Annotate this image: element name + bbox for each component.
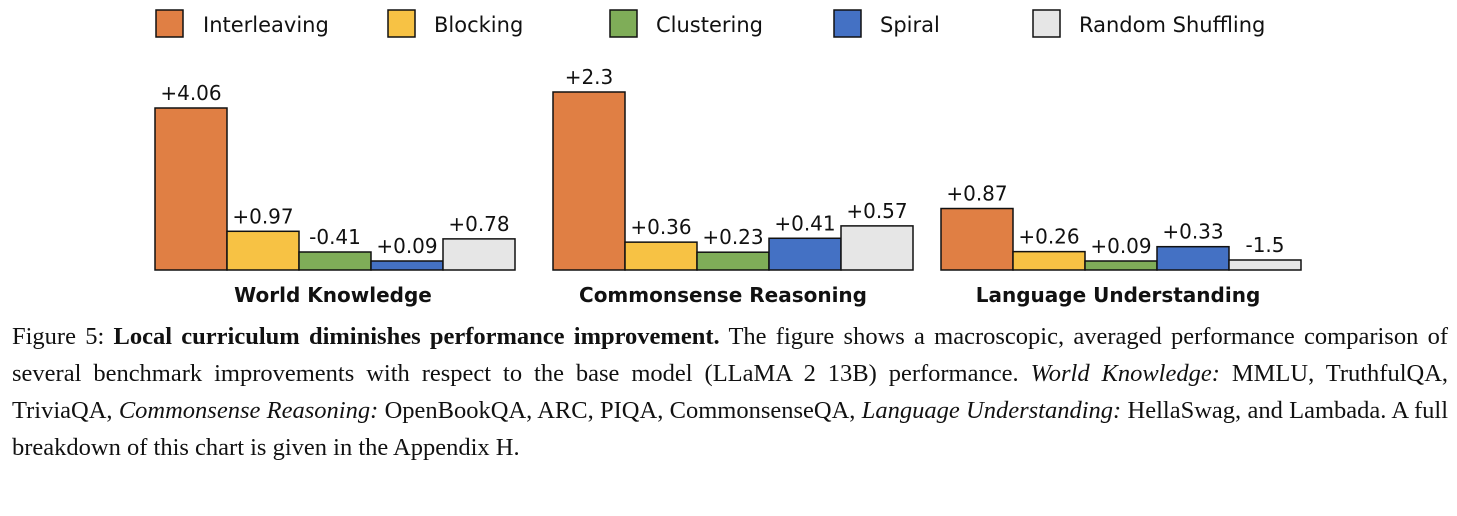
group-title-language-understanding: Language Understanding	[976, 283, 1261, 307]
data-label-world-knowledge-blocking: +0.97	[232, 204, 293, 228]
bar-chart: Interleaving Blocking Clustering Spiral Rand…	[154, 9, 1302, 307]
legend-label-clustering: Clustering	[656, 13, 763, 37]
bar-commonsense-reasoning-random-shuffling	[840, 225, 914, 271]
caption-wk-list: MMLU, TruthfulQA, TriviaQA,	[12, 360, 1449, 424]
legend-label-blocking: Blocking	[434, 13, 523, 37]
bar-world-knowledge-random-shuffling	[442, 238, 516, 271]
bar-commonsense-reasoning-clustering	[696, 251, 770, 271]
legend-swatch-interleaving	[155, 9, 184, 38]
caption-cr-label: Commonsense Reasoning:	[118, 397, 379, 424]
data-label-language-understanding-interleaving: +0.87	[946, 182, 1007, 206]
caption-title: Local curriculum diminishes performance …	[113, 323, 720, 350]
data-label-world-knowledge-interleaving: +4.06	[160, 81, 221, 105]
group-title-world-knowledge: World Knowledge	[234, 283, 432, 307]
data-label-language-understanding-blocking: +0.26	[1018, 225, 1079, 249]
figure-label: Figure 5:	[12, 323, 105, 350]
bar-world-knowledge-clustering	[298, 251, 372, 271]
data-label-language-understanding-random-shuffling: -1.5	[1245, 233, 1284, 257]
data-label-commonsense-reasoning-spiral: +0.41	[774, 211, 835, 235]
legend-label-random-shuffling: Random Shuffling	[1079, 13, 1265, 37]
bar-language-understanding-blocking	[1012, 250, 1086, 271]
bar-language-understanding-random-shuffling	[1228, 259, 1302, 271]
caption-lu-label: Language Understanding:	[861, 397, 1122, 424]
bar-language-understanding-interleaving	[940, 207, 1014, 271]
caption-text: The figure shows a macroscopic, averaged…	[12, 323, 1448, 387]
data-label-world-knowledge-spiral: +0.09	[376, 234, 437, 258]
caption-cr-list: OpenBookQA, ARC, PIQA, CommonsenseQA,	[384, 397, 856, 424]
caption-lu-list: HellaSwag, and Lambada. A full breakdown…	[12, 397, 1449, 461]
legend-swatch-random-shuffling	[1032, 9, 1061, 38]
bar-world-knowledge-blocking	[226, 230, 300, 271]
bar-world-knowledge-interleaving	[154, 107, 228, 271]
legend-label-spiral: Spiral	[880, 13, 940, 37]
bar-language-understanding-spiral	[1156, 245, 1230, 271]
legend-label-interleaving: Interleaving	[203, 13, 329, 37]
caption-wk-label: World Knowledge:	[1030, 360, 1220, 387]
legend-swatch-blocking	[387, 9, 416, 38]
legend-swatch-clustering	[609, 9, 638, 38]
data-label-commonsense-reasoning-random-shuffling: +0.57	[846, 199, 907, 223]
bar-language-understanding-clustering	[1084, 260, 1158, 271]
legend-swatch-spiral	[833, 9, 862, 38]
bar-commonsense-reasoning-spiral	[768, 237, 842, 271]
bar-commonsense-reasoning-blocking	[624, 241, 698, 271]
group-title-commonsense-reasoning: Commonsense Reasoning	[579, 283, 867, 307]
data-label-world-knowledge-random-shuffling: +0.78	[448, 212, 509, 236]
data-label-commonsense-reasoning-interleaving: +2.3	[565, 65, 614, 89]
data-label-commonsense-reasoning-clustering: +0.23	[702, 225, 763, 249]
bar-world-knowledge-spiral	[370, 260, 444, 271]
data-label-language-understanding-spiral: +0.33	[1162, 220, 1223, 244]
figure-caption: Figure 5: Local curriculum diminishes pe…	[12, 318, 1448, 466]
bar-commonsense-reasoning-interleaving	[552, 91, 626, 271]
data-label-commonsense-reasoning-blocking: +0.36	[630, 215, 691, 239]
data-label-world-knowledge-clustering: -0.41	[309, 225, 361, 249]
data-label-language-understanding-clustering: +0.09	[1090, 234, 1151, 258]
